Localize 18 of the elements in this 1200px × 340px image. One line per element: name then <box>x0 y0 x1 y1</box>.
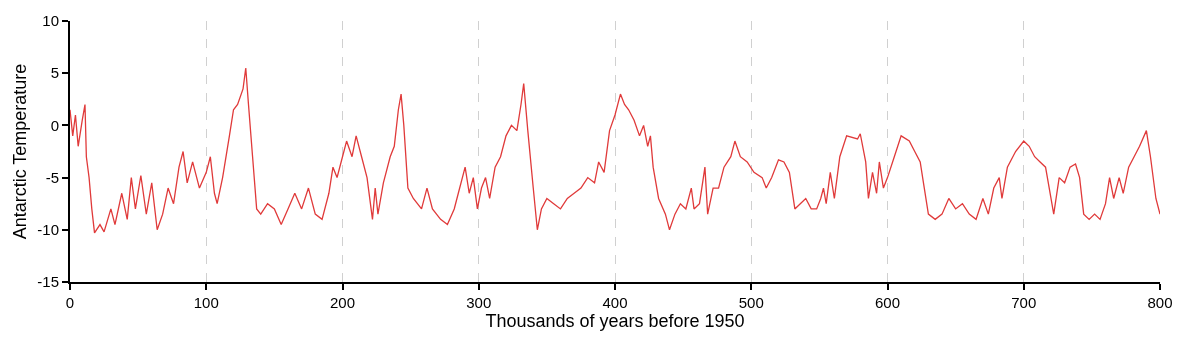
y-axis-title: Antarctic Temperature <box>10 63 31 240</box>
y-tick-label: -5 <box>45 168 59 186</box>
x-tick-label: 500 <box>738 294 764 311</box>
x-tick-label: 400 <box>602 294 628 311</box>
y-tick-label: -10 <box>37 221 59 239</box>
x-tick-label: 700 <box>1011 294 1037 311</box>
x-axis-title: Thousands of years before 1950 <box>485 311 745 331</box>
line-series <box>70 67 1160 234</box>
x-tick-label: 300 <box>466 294 492 311</box>
y-tick-label: -15 <box>37 273 59 291</box>
y-tick-label: 5 <box>50 64 59 82</box>
x-tick-label: 800 <box>1147 294 1173 311</box>
y-tick-label: 10 <box>42 12 59 30</box>
x-tick-label: 0 <box>65 294 75 311</box>
x-tick-label: 600 <box>874 294 901 311</box>
y-tick-label: 0 <box>50 116 59 134</box>
x-tick-label: 100 <box>193 294 219 311</box>
x-tick-label: 200 <box>329 294 356 311</box>
